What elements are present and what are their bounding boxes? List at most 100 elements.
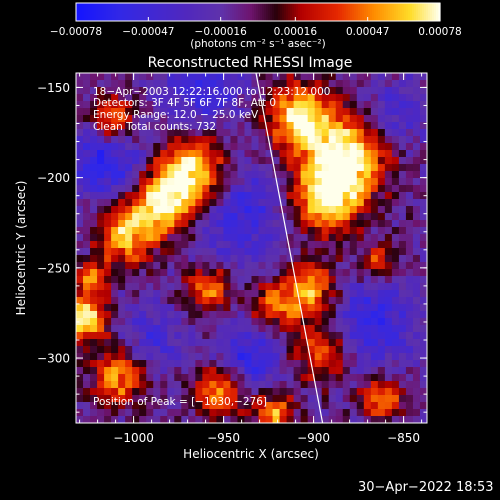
heatmap-cell [405,402,414,410]
heatmap-cell [216,339,224,347]
heatmap-cell [76,339,84,347]
heatmap-cell [307,157,316,165]
heatmap-cell [237,402,245,410]
heatmap-cell [328,304,337,312]
limb-line [255,72,324,424]
heatmap-cell [83,150,91,158]
heatmap-cell [328,143,337,151]
heatmap-cell [216,157,224,165]
heatmap-cell [181,304,189,312]
heatmap-cell [405,248,414,256]
heatmap-cell [300,143,309,151]
heatmap-cell [76,346,84,354]
colorbar-segment [256,3,259,21]
heatmap-cell [307,283,316,291]
heatmap-cell [356,157,365,165]
heatmap-cell [83,353,91,361]
heatmap-cell [153,108,161,116]
heatmap-cell [90,164,98,172]
heatmap-cell [195,171,203,179]
heatmap-cell [202,311,210,319]
heatmap-cell [314,206,323,214]
heatmap-cell [146,395,154,403]
heatmap-cell [223,290,231,298]
heatmap-cell [132,339,140,347]
heatmap-cell [265,353,274,361]
heatmap-cell [97,360,105,368]
heatmap-cell [76,122,84,130]
heatmap-cell [118,164,126,172]
heatmap-cell [377,297,386,305]
heatmap-cell [272,185,281,193]
heatmap-cell [335,234,344,242]
heatmap-cell [195,157,203,165]
heatmap-cell [125,220,133,228]
heatmap-cell [237,164,245,172]
heatmap-cell [160,283,168,291]
heatmap-cell [391,339,400,347]
heatmap-cell [167,101,175,109]
colorbar-segment [216,3,219,21]
heatmap-cell [293,199,302,207]
heatmap-cell [111,395,119,403]
heatmap-cell [398,402,407,410]
heatmap-cell [181,388,189,396]
heatmap-cell [230,199,238,207]
heatmap-cell [188,220,196,228]
heatmap-cell [223,157,231,165]
heatmap-cell [125,402,133,410]
heatmap-cell [97,409,105,417]
heatmap-cell [363,395,372,403]
heatmap-cell [76,304,84,312]
heatmap-cell [118,87,126,95]
heatmap-cell [132,304,140,312]
colorbar-segment [358,3,361,21]
heatmap-cell [314,213,323,221]
heatmap-cell [265,185,274,193]
heatmap-cell [209,73,217,81]
heatmap-cell [279,262,288,270]
heatmap-cell [76,80,84,88]
heatmap-cell [377,409,386,417]
heatmap-cell [300,87,309,95]
heatmap-cell [174,409,182,417]
colorbar-segment [338,3,341,21]
heatmap-cell [377,157,386,165]
heatmap-cell [160,101,168,109]
heatmap-cell [216,416,224,424]
heatmap-cell [321,353,330,361]
heatmap-cell [405,395,414,403]
heatmap-cell [216,220,224,228]
heatmap-cell [251,234,260,242]
heatmap-cell [286,402,295,410]
heatmap-cell [202,73,210,81]
heatmap-cell [286,409,295,417]
heatmap-cell [398,143,407,151]
heatmap-cell [328,129,337,137]
heatmap-cell [237,185,245,193]
heatmap-cell [118,297,126,305]
heatmap-cell [335,101,344,109]
heatmap-cell [265,199,274,207]
heatmap-cell [216,283,224,291]
heatmap-cell [356,283,365,291]
heatmap-cell [216,206,224,214]
heatmap-cell [90,143,98,151]
colorbar-segment [174,3,177,21]
heatmap-cell [202,374,210,382]
heatmap-cell [160,409,168,417]
heatmap-cell [132,122,140,130]
heatmap-cell [188,213,196,221]
heatmap-cell [202,276,210,284]
heatmap-cell [419,374,428,382]
heatmap-cell [384,276,393,284]
heatmap-cell [363,178,372,186]
heatmap-cell [167,269,175,277]
heatmap-cell [405,339,414,347]
heatmap-cell [314,297,323,305]
heatmap-cell [97,220,105,228]
colorbar-segment [100,3,103,21]
heatmap-cell [160,171,168,179]
heatmap-cell [321,101,330,109]
heatmap-cell [265,178,274,186]
